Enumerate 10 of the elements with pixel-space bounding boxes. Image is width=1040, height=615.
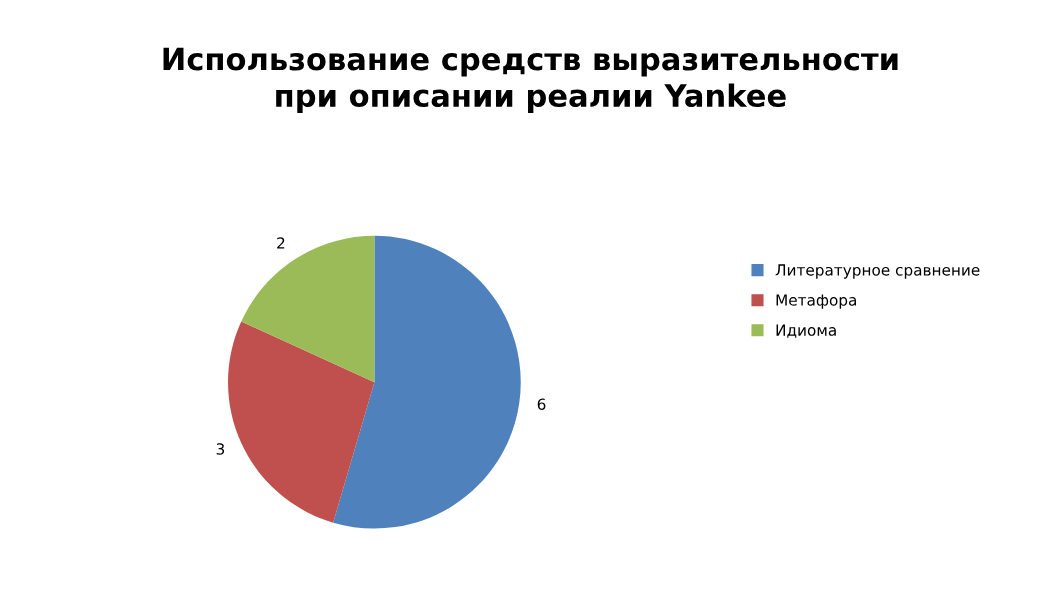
data-label: 6	[537, 398, 546, 410]
legend-label: Литературное сравнение	[775, 264, 980, 279]
chart-title: Использование средств выразительности при описании реалии Yankee	[163, 47, 898, 113]
pie-slice	[228, 321, 375, 523]
pie-slice	[333, 235, 521, 529]
legend-label: Идиома	[776, 324, 836, 338]
pie-slice	[241, 235, 375, 383]
legend-label: Метафора	[776, 294, 856, 309]
data-label: 3	[216, 443, 225, 455]
data-label: 2	[277, 237, 285, 249]
